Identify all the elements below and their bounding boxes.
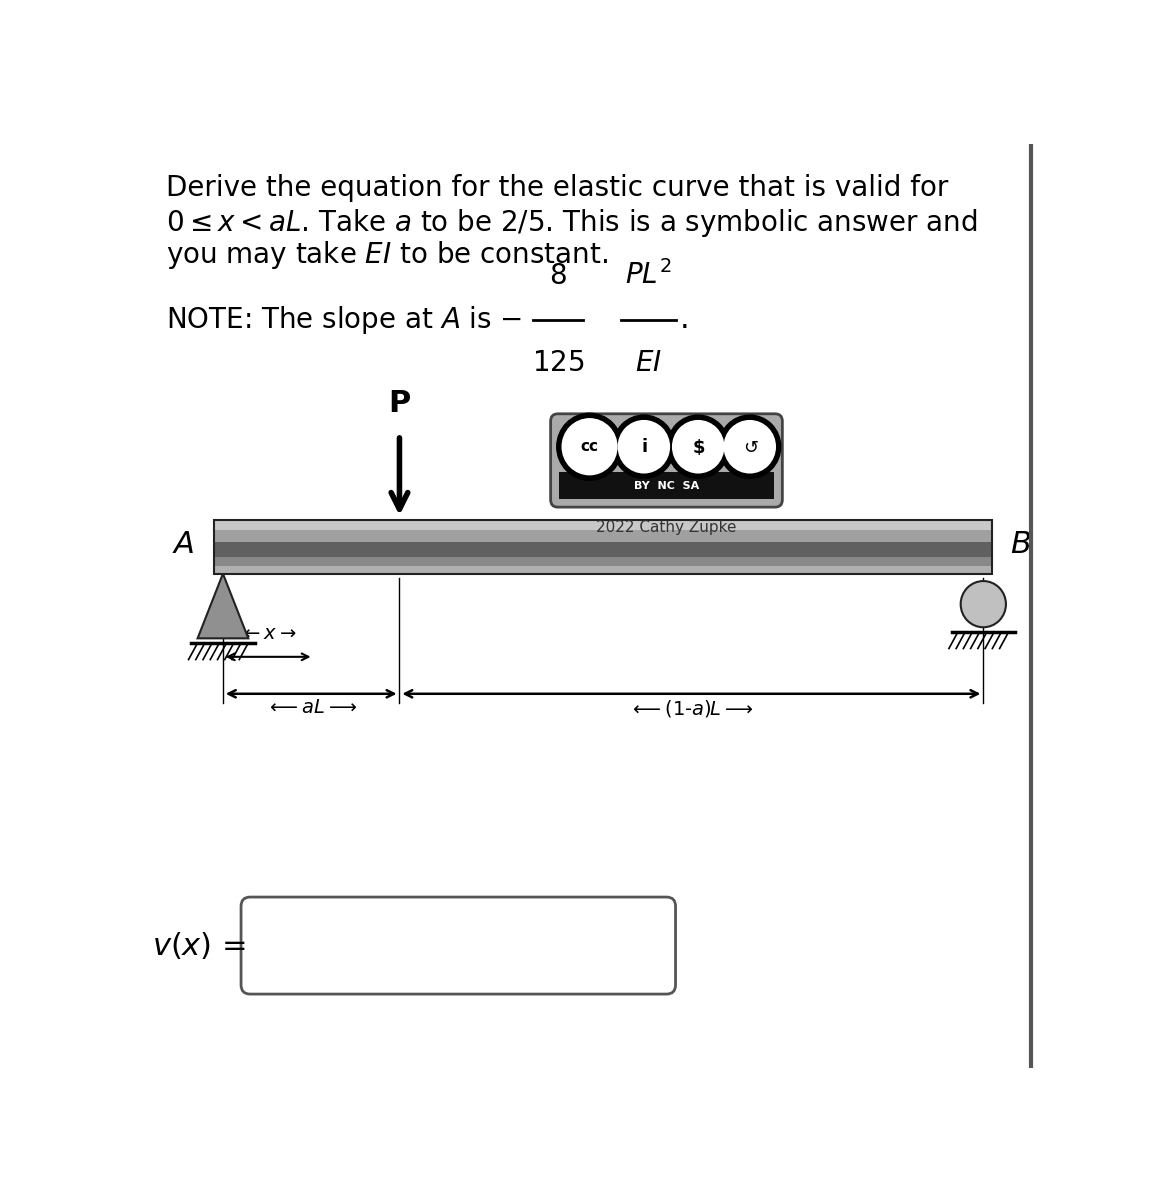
Text: $\leftarrow x \rightarrow$: $\leftarrow x \rightarrow$	[239, 624, 297, 643]
FancyBboxPatch shape	[214, 541, 993, 557]
Text: $v(x)$ =: $v(x)$ =	[152, 930, 245, 961]
Text: $\circlearrowleft$: $\circlearrowleft$	[741, 438, 759, 456]
Text: BY  NC  SA: BY NC SA	[634, 481, 700, 491]
FancyBboxPatch shape	[550, 414, 783, 508]
Text: cc: cc	[580, 439, 598, 455]
Text: $A$: $A$	[172, 529, 194, 559]
Circle shape	[562, 418, 618, 475]
Text: $PL^2$: $PL^2$	[625, 260, 672, 290]
Text: $\mathbf{P}$: $\mathbf{P}$	[388, 390, 411, 419]
Text: $8$: $8$	[549, 262, 566, 290]
Text: $\longleftarrow (1\text{-}a)L \longrightarrow$: $\longleftarrow (1\text{-}a)L \longright…	[630, 698, 753, 719]
Circle shape	[612, 414, 675, 479]
Text: $\mathit{EI}$: $\mathit{EI}$	[635, 349, 662, 377]
Text: $0 \leq x < aL$. Take $a$ to be 2/5. This is a symbolic answer and: $0 \leq x < aL$. Take $a$ to be 2/5. Thi…	[166, 206, 978, 239]
Circle shape	[672, 420, 724, 474]
Polygon shape	[197, 574, 249, 638]
FancyBboxPatch shape	[241, 898, 675, 994]
Circle shape	[667, 414, 730, 479]
Text: 2022 Cathy Zupke: 2022 Cathy Zupke	[596, 520, 737, 535]
Text: $\mathbf{i}$: $\mathbf{i}$	[640, 438, 647, 456]
Text: Derive the equation for the elastic curve that is valid for: Derive the equation for the elastic curv…	[166, 174, 948, 203]
Text: NOTE: The slope at $\mathit{A}$ is $-$: NOTE: The slope at $\mathit{A}$ is $-$	[166, 304, 522, 336]
Text: $125$: $125$	[531, 349, 584, 377]
Circle shape	[618, 420, 670, 474]
Text: you may take $\mathit{EI}$ to be constant.: you may take $\mathit{EI}$ to be constan…	[166, 239, 609, 271]
FancyBboxPatch shape	[214, 520, 993, 529]
FancyBboxPatch shape	[214, 529, 993, 541]
FancyBboxPatch shape	[214, 557, 993, 565]
Text: .: .	[680, 305, 689, 334]
Text: $\longleftarrow aL \longrightarrow$: $\longleftarrow aL \longrightarrow$	[265, 698, 356, 718]
Circle shape	[556, 413, 623, 481]
Circle shape	[960, 581, 1006, 628]
Text: $\mathbf{\$}$: $\mathbf{\$}$	[691, 437, 704, 457]
Circle shape	[723, 420, 776, 474]
FancyBboxPatch shape	[558, 473, 774, 499]
Circle shape	[718, 414, 781, 479]
Text: $B$: $B$	[1010, 529, 1031, 559]
FancyBboxPatch shape	[214, 565, 993, 574]
